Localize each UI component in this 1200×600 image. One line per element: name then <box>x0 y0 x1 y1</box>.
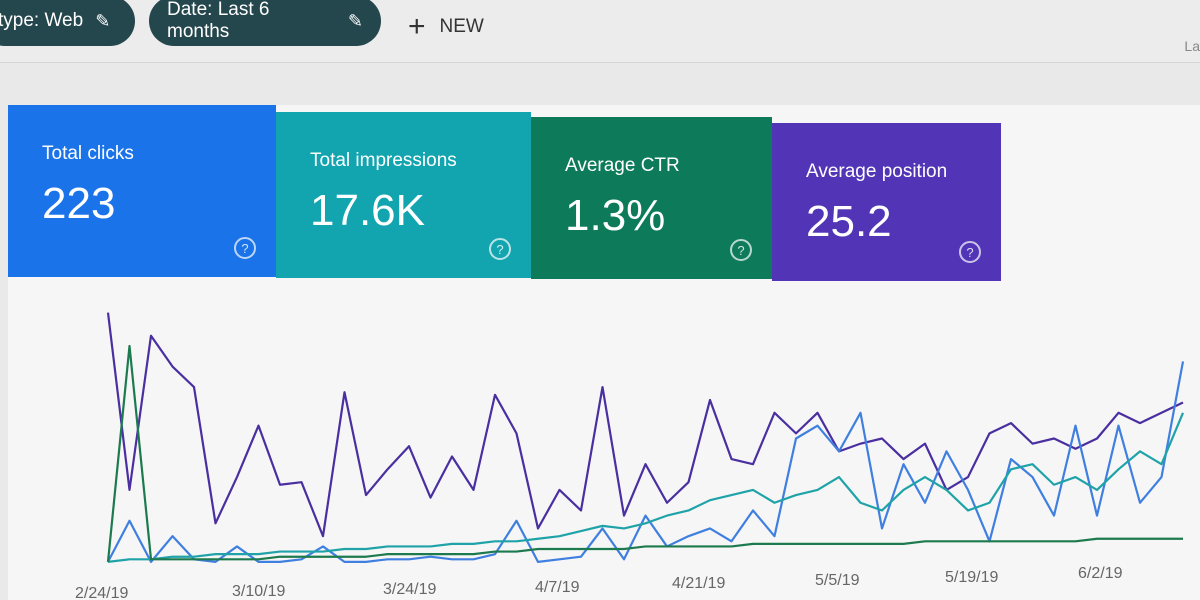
series-line-total-clicks <box>107 361 1185 563</box>
card-total-clicks[interactable]: Total clicks 223 ? <box>8 105 276 277</box>
card-average-position[interactable]: Average position 25.2 ? <box>772 123 1001 281</box>
x-tick-label: 3/10/19 <box>232 583 285 600</box>
card-label: Average position <box>806 161 948 182</box>
x-tick-label: 3/24/19 <box>383 581 436 598</box>
x-tick-label: 6/2/19 <box>1078 565 1123 582</box>
card-label: Total clicks <box>42 143 134 164</box>
card-value: 223 <box>42 179 116 228</box>
x-tick-label: 5/19/19 <box>945 569 998 586</box>
series-line-total-impressions <box>107 412 1185 563</box>
filter-label: Date: Last 6 months <box>167 0 270 42</box>
card-total-impressions[interactable]: Total impressions 17.6K ? <box>276 112 531 278</box>
help-icon[interactable]: ? <box>959 241 981 263</box>
header-text: La <box>1184 38 1200 54</box>
card-value: 1.3% <box>565 191 666 240</box>
pencil-icon[interactable]: ✎ <box>347 10 363 31</box>
help-icon[interactable]: ? <box>489 238 511 260</box>
new-filter-button[interactable]: + NEW <box>408 10 484 44</box>
filter-bar: type: Web ✎ Date: Last 6 months ✎ + NEW … <box>0 0 1200 63</box>
filter-chip-date[interactable]: Date: Last 6 months ✎ <box>149 0 381 46</box>
card-average-ctr[interactable]: Average CTR 1.3% ? <box>531 117 772 279</box>
card-label: Average CTR <box>565 155 680 176</box>
series-line-average-position <box>106 312 1184 538</box>
card-label: Total impressions <box>310 150 457 171</box>
card-value: 17.6K <box>310 186 425 235</box>
help-icon[interactable]: ? <box>234 237 256 259</box>
card-value: 25.2 <box>806 197 892 246</box>
x-tick-label: 4/7/19 <box>535 579 580 596</box>
filter-label: type: Web <box>0 10 84 31</box>
pencil-icon[interactable]: ✎ <box>95 10 111 31</box>
x-tick-label: 4/21/19 <box>672 575 725 592</box>
x-tick-label: 2/24/19 <box>75 585 128 600</box>
series-line-average-ctr <box>106 344 1183 562</box>
plus-icon: + <box>408 10 426 43</box>
x-tick-label: 5/5/19 <box>815 572 860 589</box>
filter-chip-type[interactable]: type: Web ✎ <box>0 0 135 46</box>
new-label: NEW <box>439 16 484 37</box>
help-icon[interactable]: ? <box>730 239 752 261</box>
